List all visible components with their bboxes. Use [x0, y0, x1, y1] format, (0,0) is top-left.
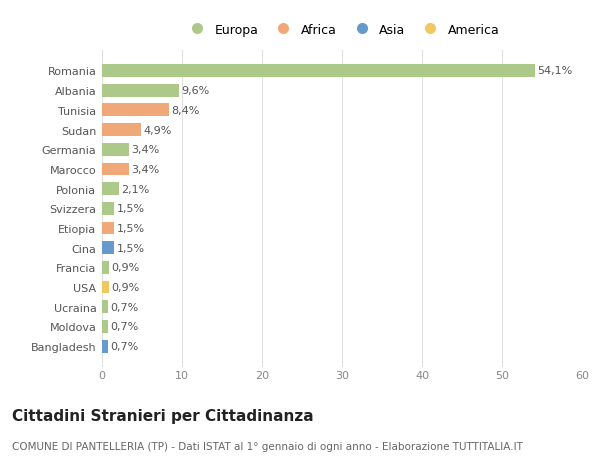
Legend: Europa, Africa, Asia, America: Europa, Africa, Asia, America	[179, 19, 505, 42]
Bar	[102, 262, 109, 274]
Text: 0,9%: 0,9%	[112, 282, 140, 292]
Text: Cittadini Stranieri per Cittadinanza: Cittadini Stranieri per Cittadinanza	[12, 409, 314, 424]
Text: 3,4%: 3,4%	[131, 145, 160, 155]
Text: 2,1%: 2,1%	[121, 184, 149, 194]
Text: 4,9%: 4,9%	[143, 125, 172, 135]
Bar	[102, 340, 107, 353]
Text: COMUNE DI PANTELLERIA (TP) - Dati ISTAT al 1° gennaio di ogni anno - Elaborazion: COMUNE DI PANTELLERIA (TP) - Dati ISTAT …	[12, 441, 523, 451]
Bar	[102, 242, 114, 255]
Bar	[102, 124, 141, 137]
Bar	[102, 222, 114, 235]
Text: 9,6%: 9,6%	[181, 86, 209, 96]
Bar	[102, 163, 129, 176]
Bar	[102, 183, 119, 196]
Text: 0,7%: 0,7%	[110, 302, 138, 312]
Bar	[102, 104, 169, 117]
Bar	[102, 281, 109, 294]
Bar	[102, 144, 129, 156]
Text: 1,5%: 1,5%	[116, 204, 145, 214]
Text: 0,7%: 0,7%	[110, 341, 138, 352]
Text: 1,5%: 1,5%	[116, 224, 145, 234]
Text: 1,5%: 1,5%	[116, 243, 145, 253]
Text: 54,1%: 54,1%	[537, 66, 572, 76]
Text: 8,4%: 8,4%	[172, 106, 200, 116]
Bar	[102, 320, 107, 333]
Bar	[102, 65, 535, 78]
Bar	[102, 84, 179, 97]
Bar	[102, 301, 107, 313]
Bar	[102, 202, 114, 215]
Text: 3,4%: 3,4%	[131, 164, 160, 174]
Text: 0,7%: 0,7%	[110, 322, 138, 332]
Text: 0,9%: 0,9%	[112, 263, 140, 273]
